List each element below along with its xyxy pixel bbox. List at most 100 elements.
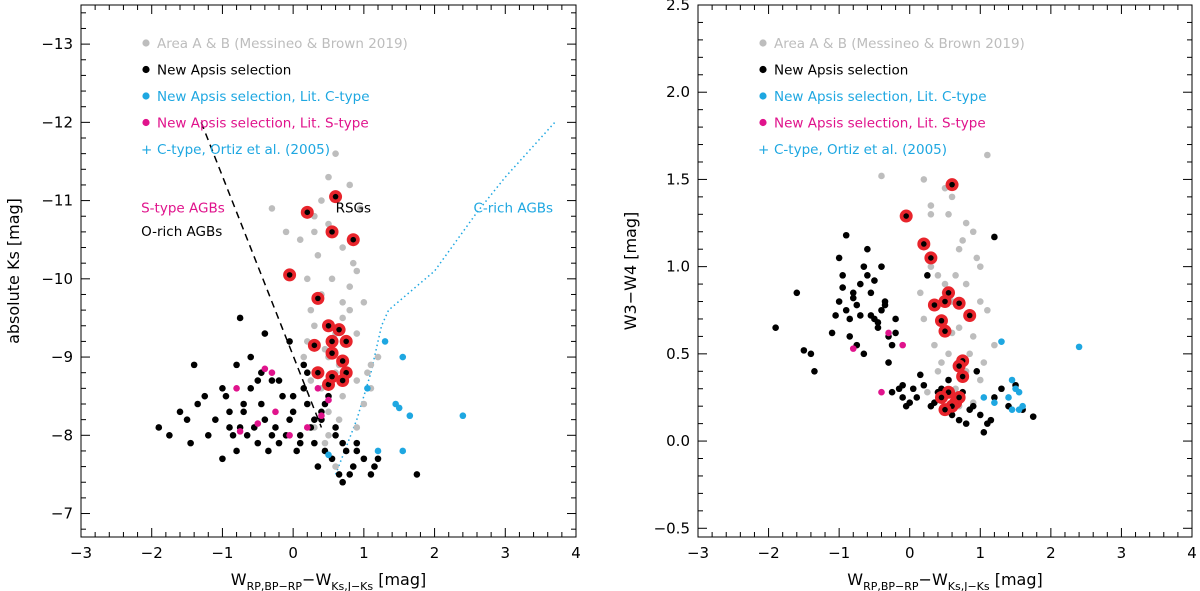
data-point xyxy=(190,361,198,369)
y-tick-label: −7 xyxy=(51,505,73,523)
data-point xyxy=(374,353,382,361)
highlight-point xyxy=(343,369,349,376)
data-point xyxy=(874,319,882,326)
data-point xyxy=(346,471,354,478)
x-axis-label-subscript: Ks,J−Ks xyxy=(331,580,373,591)
data-point xyxy=(307,377,315,384)
data-point xyxy=(325,396,332,404)
data-point xyxy=(934,367,942,375)
data-point xyxy=(254,420,262,427)
data-point xyxy=(268,369,276,377)
data-point xyxy=(303,424,311,431)
series-area-a-b-messineo-brown-2019- xyxy=(268,150,382,470)
annotation: S-type AGBs xyxy=(141,200,225,216)
data-point xyxy=(991,233,998,241)
data-point xyxy=(353,424,361,431)
x-axis-label-part: −W xyxy=(302,570,331,589)
y-tick-label: 0.5 xyxy=(666,345,690,363)
data-point xyxy=(955,416,963,424)
data-point xyxy=(839,284,846,291)
data-point xyxy=(303,275,311,283)
data-point xyxy=(955,245,963,253)
data-point xyxy=(955,324,963,331)
data-point xyxy=(924,272,931,279)
data-point xyxy=(265,447,272,455)
data-point xyxy=(899,394,906,401)
data-point xyxy=(194,400,201,408)
data-point xyxy=(311,416,318,423)
data-point xyxy=(860,350,868,358)
data-point xyxy=(268,431,276,439)
legend-marker xyxy=(759,65,767,74)
data-point xyxy=(187,439,194,447)
data-point xyxy=(296,236,304,244)
data-point xyxy=(328,275,336,283)
data-point xyxy=(976,298,984,305)
data-point xyxy=(832,312,839,319)
highlight-point xyxy=(350,236,357,243)
data-point xyxy=(867,289,875,297)
data-point xyxy=(311,439,318,447)
data-point xyxy=(339,298,346,306)
data-point xyxy=(314,385,322,392)
data-point xyxy=(952,272,959,279)
data-point xyxy=(980,359,988,366)
data-point xyxy=(321,439,329,447)
legend-label: New Apsis selection xyxy=(774,63,908,79)
data-point xyxy=(934,272,942,279)
o-rich-boundary-line xyxy=(200,122,323,428)
legend-label: New Apsis selection, Lit. S-type xyxy=(157,116,369,132)
legend-label: C-type, Ortiz et al. (2005) xyxy=(774,142,947,158)
legend-marker xyxy=(142,39,150,47)
left-panel: −3 −2 −1 0 1 2 3 4−7−8−9−10−11−12−13WRP,BP−RP−W… xyxy=(4,4,581,591)
data-point xyxy=(296,439,304,447)
highlight-point xyxy=(928,255,934,261)
data-point xyxy=(846,333,854,340)
data-point xyxy=(332,431,339,439)
highlight-point xyxy=(942,328,948,334)
data-point xyxy=(885,359,892,366)
data-point xyxy=(233,385,240,392)
highlight-point xyxy=(938,394,945,401)
data-point xyxy=(1005,394,1012,401)
y-tick-label: 2.0 xyxy=(666,83,690,101)
x-tick-label: 1 xyxy=(359,544,369,562)
legend-label: C-type, Ortiz et al. (2005) xyxy=(157,142,330,158)
data-point xyxy=(945,211,952,218)
data-point xyxy=(325,173,332,181)
data-point xyxy=(888,341,896,349)
c-rich-boundary-line xyxy=(334,121,556,475)
x-tick-label: 4 xyxy=(1187,544,1197,562)
data-point xyxy=(219,385,226,392)
legend-label: Area A & B (Messineo & Brown 2019) xyxy=(157,36,408,52)
legend-label: Area A & B (Messineo & Brown 2019) xyxy=(774,36,1025,52)
data-point xyxy=(353,439,361,447)
data-point xyxy=(201,392,209,400)
x-axis-label-subscript: RP,BP−RP xyxy=(863,580,919,591)
data-point xyxy=(945,350,952,358)
x-tick-label: 1 xyxy=(976,544,986,562)
highlight-point xyxy=(921,241,927,247)
data-point xyxy=(917,371,924,379)
highlight-point xyxy=(339,377,346,384)
data-point xyxy=(973,254,981,262)
data-point xyxy=(849,289,857,297)
data-point xyxy=(243,431,251,439)
data-point xyxy=(927,211,935,218)
data-point xyxy=(332,150,339,157)
data-point xyxy=(204,431,212,439)
highlight-point xyxy=(949,181,955,188)
highlight-point xyxy=(325,322,332,329)
data-point xyxy=(374,447,382,455)
x-axis-label: WRP,BP−RP−WKs,J−Ks [mag] xyxy=(231,570,427,591)
data-point xyxy=(909,385,917,393)
data-point xyxy=(920,381,928,389)
data-point xyxy=(303,369,311,377)
highlight-point xyxy=(304,209,311,216)
data-point xyxy=(927,202,935,209)
data-point xyxy=(374,455,382,463)
highlight-point xyxy=(945,389,952,396)
data-point xyxy=(853,301,861,309)
data-point xyxy=(293,447,300,455)
x-tick-label: 2 xyxy=(1046,544,1056,562)
